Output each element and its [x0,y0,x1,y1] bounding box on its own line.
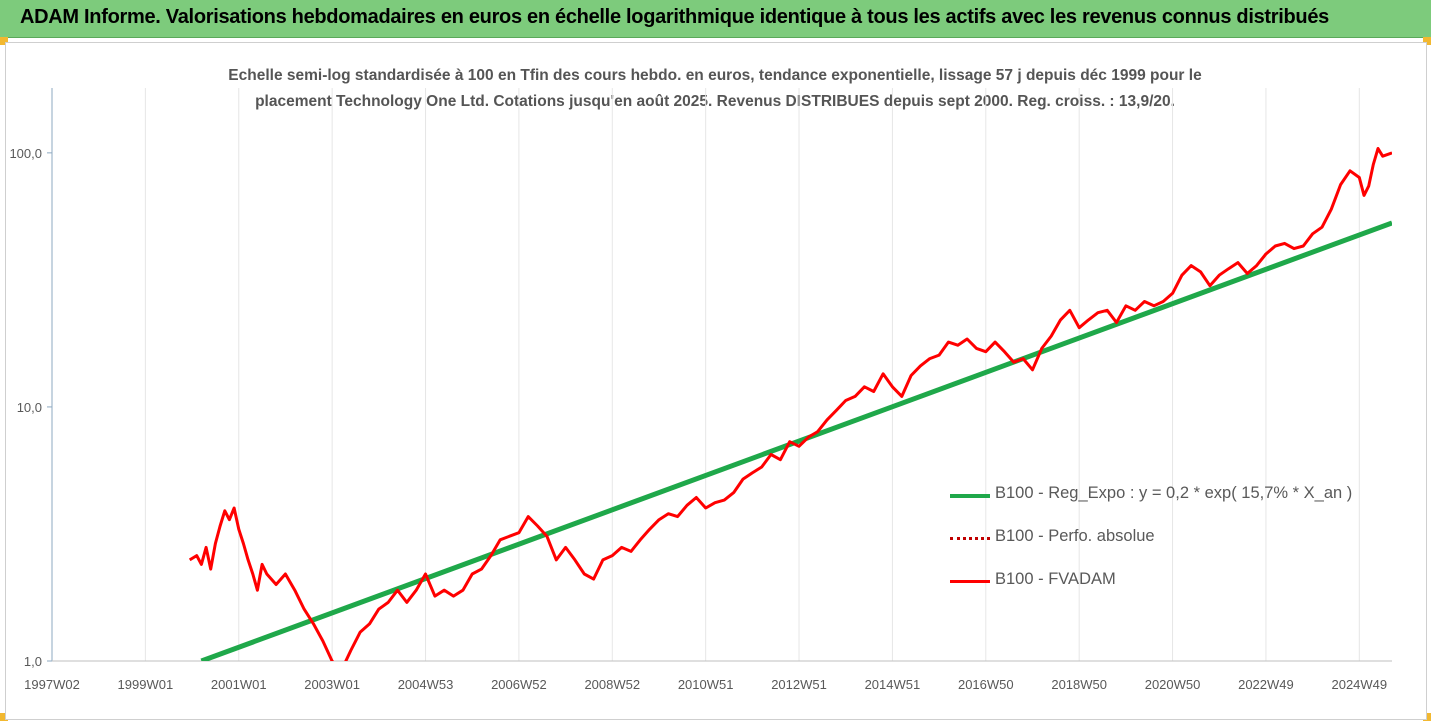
x-tick-label: 1999W01 [118,677,174,692]
legend-swatch-perf [950,537,990,540]
x-tick-label: 2006W52 [491,677,547,692]
legend-label-trend: B100 - Reg_Expo : y = 0,2 * exp( 15,7% *… [995,484,1353,502]
legend-swatch-fvadam [950,580,990,583]
x-tick-label: 2010W51 [678,677,734,692]
y-tick-label: 100,0 [9,146,42,161]
x-tick-label: 2016W50 [958,677,1014,692]
x-tick-label: 2022W49 [1238,677,1294,692]
x-tick-label: 2003W01 [304,677,360,692]
legend-label-fvadam: B100 - FVADAM [995,570,1116,588]
corner-marker [1423,37,1431,45]
series-line-trend [200,220,1392,661]
x-tick-label: 2024W49 [1331,677,1387,692]
chart-title-line-1: Echelle semi-log standardisée à 100 en T… [228,67,1202,84]
legend-swatch-trend [950,494,990,498]
x-tick-label: 1997W02 [24,677,80,692]
corner-marker [1423,713,1431,721]
corner-marker [0,37,8,45]
x-tick-label: 2004W53 [398,677,454,692]
banner: ADAM Informe. Valorisations hebdomadaire… [0,0,1431,38]
x-tick-label: 2020W50 [1145,677,1201,692]
banner-title: ADAM Informe. Valorisations hebdomadaire… [20,6,1329,28]
x-tick-label: 2018W50 [1051,677,1107,692]
legend-label-perf: B100 - Perfo. absolue [995,527,1155,545]
series-line-fvadam [188,147,1392,661]
corner-marker [0,713,8,721]
chart-title-line-2: placement Technology One Ltd. Cotations … [255,93,1175,110]
x-tick-label: 2001W01 [211,677,267,692]
y-tick-label: 1,0 [24,654,42,669]
chart-title: Echelle semi-log standardisée à 100 en T… [60,63,1370,115]
chart-area [5,42,1427,720]
y-tick-label: 10,0 [17,400,42,415]
x-tick-label: 2014W51 [865,677,921,692]
x-tick-label: 2012W51 [771,677,827,692]
x-tick-label: 2008W52 [584,677,640,692]
